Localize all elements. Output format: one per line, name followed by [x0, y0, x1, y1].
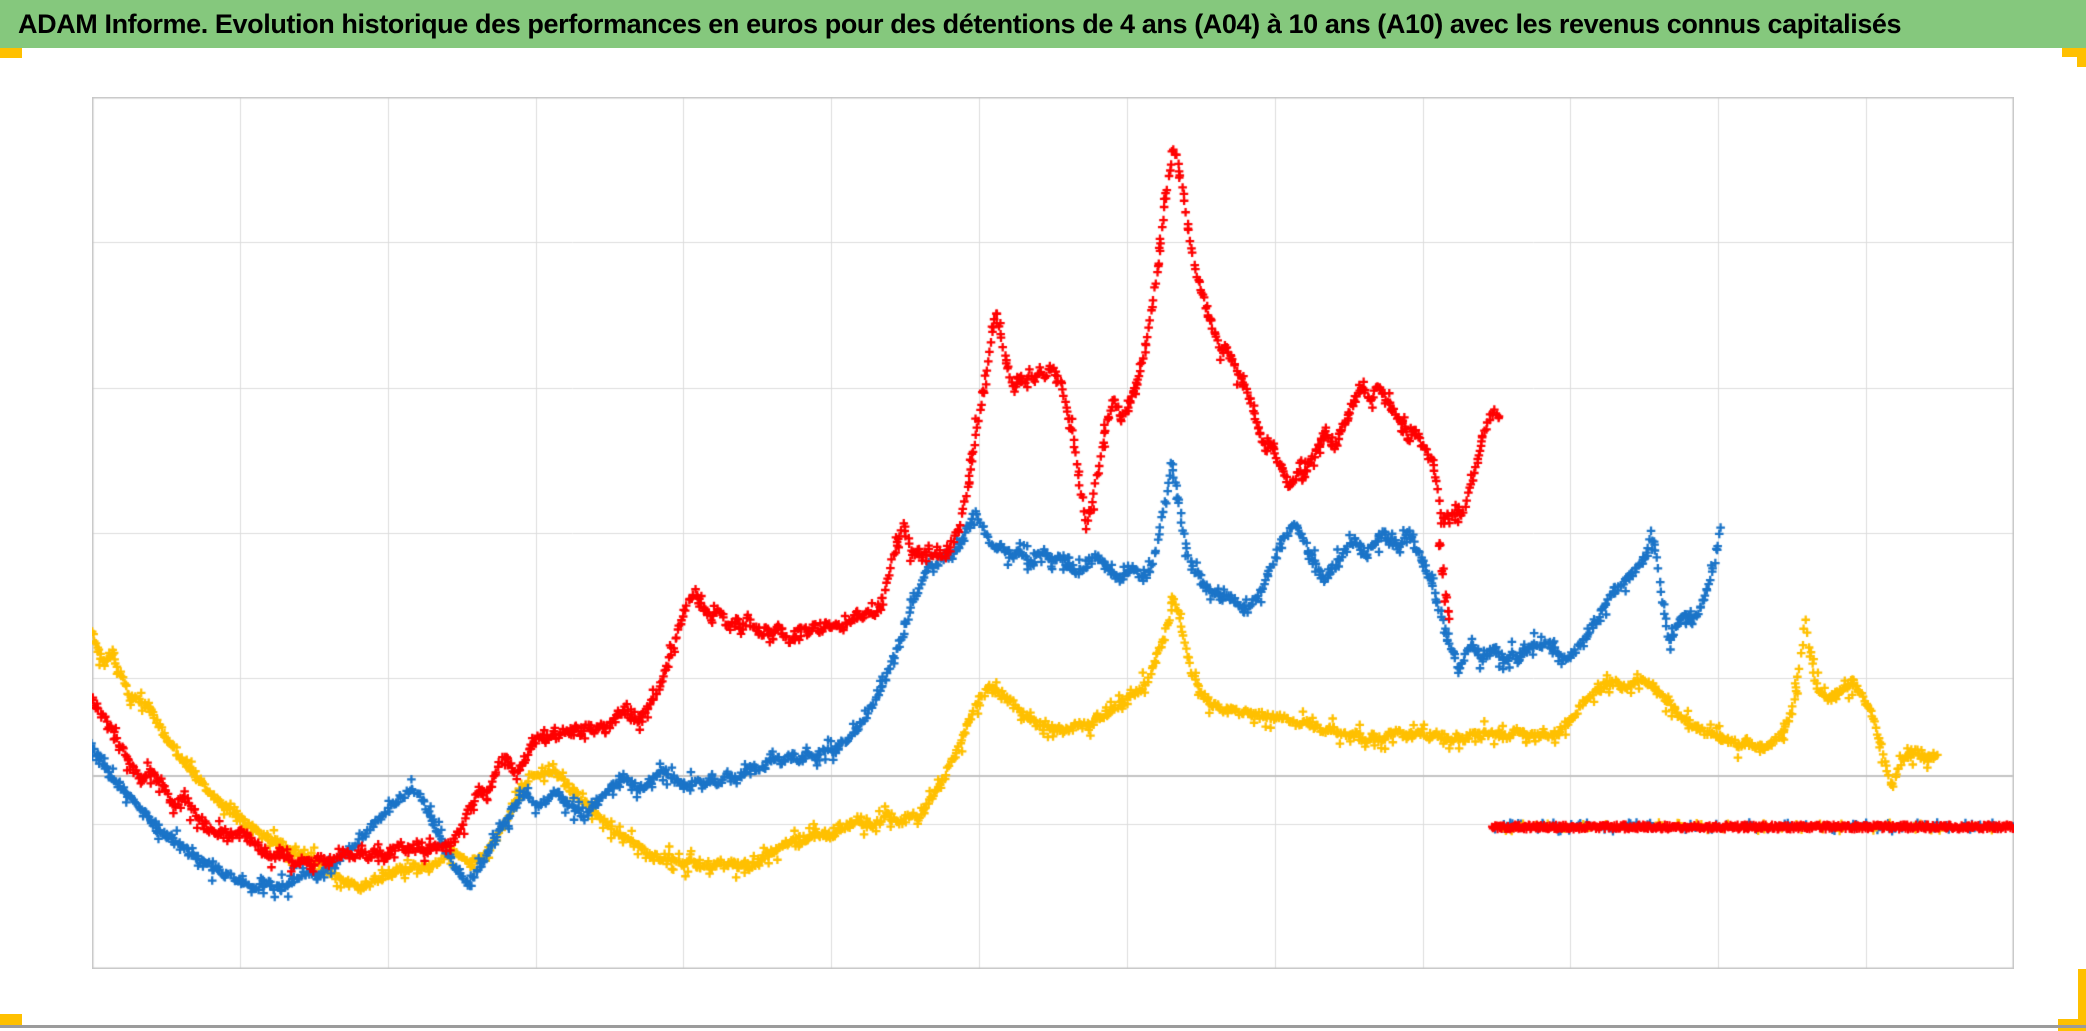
- title-banner: ADAM Informe. Evolution historique des p…: [0, 0, 2086, 48]
- bottom-rule: [0, 1025, 2086, 1028]
- accent-top-right-horizontal: [2062, 48, 2086, 57]
- accent-bottom-left: [0, 1014, 22, 1025]
- performance-chart-canvas: [92, 97, 2014, 969]
- accent-top-right-vertical: [2077, 48, 2086, 67]
- accent-bottom-right-vertical: [2078, 969, 2086, 1031]
- performance-chart: [92, 97, 2014, 969]
- accent-top-left: [0, 48, 22, 58]
- page-title: ADAM Informe. Evolution historique des p…: [18, 9, 1902, 39]
